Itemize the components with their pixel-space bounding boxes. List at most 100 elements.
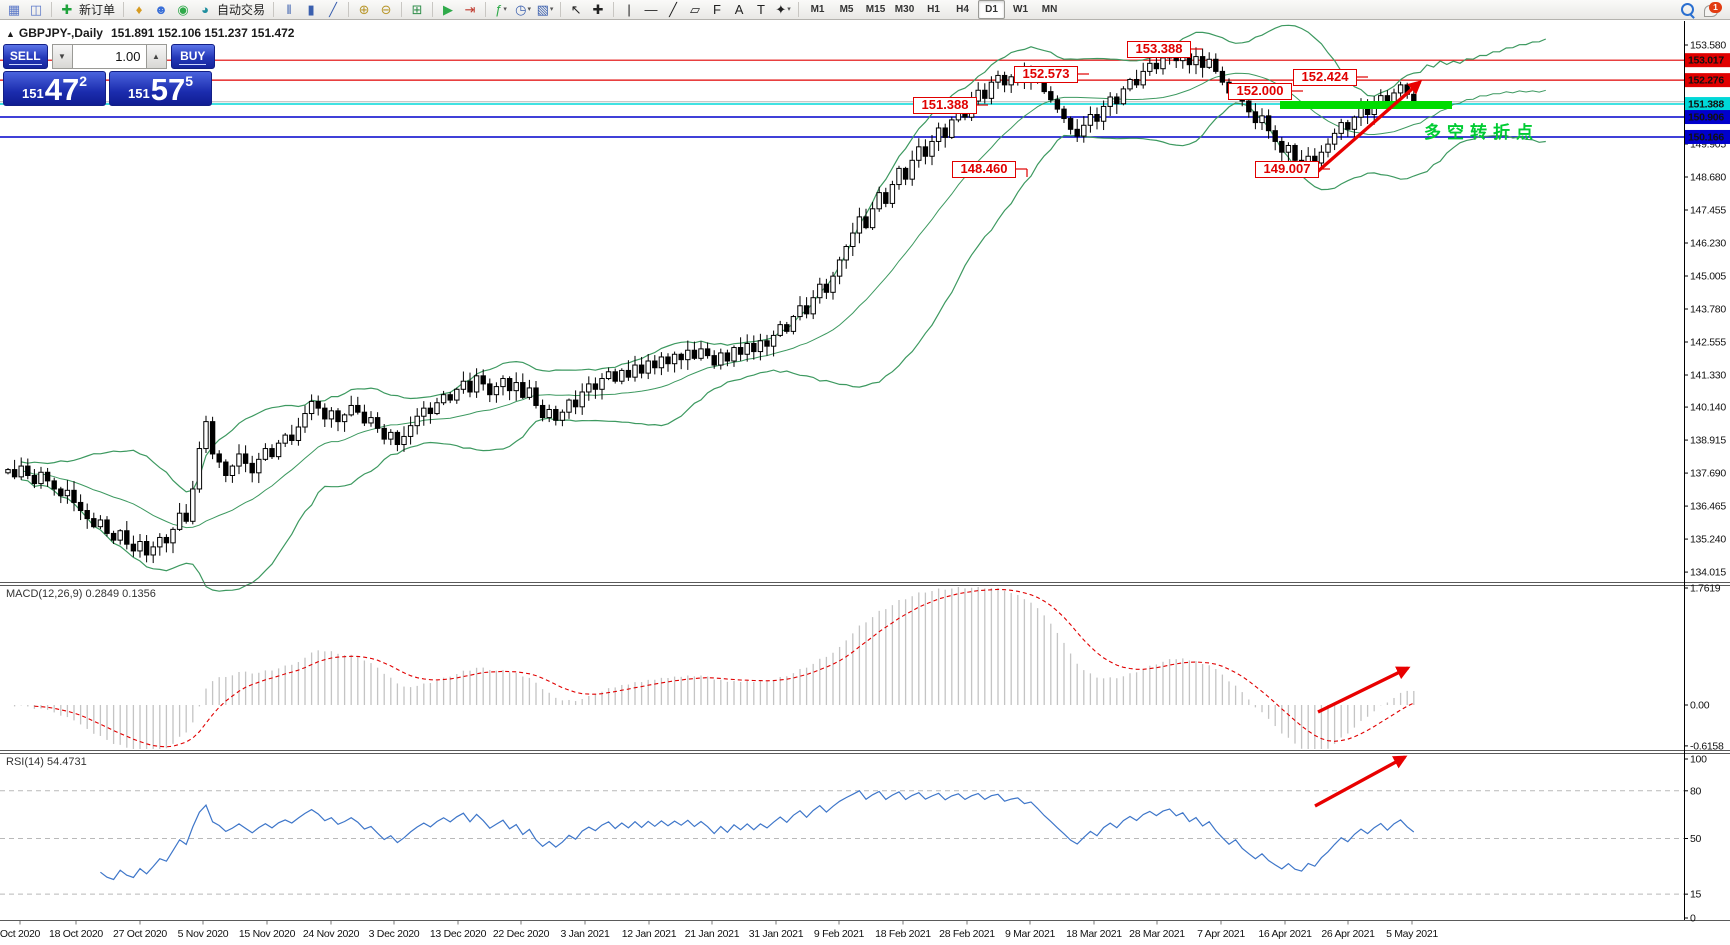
price-label[interactable]: 153.388	[1127, 41, 1191, 58]
macd-signal	[34, 588, 1415, 748]
toolbar-separator	[348, 2, 350, 17]
timeframe-button-M30[interactable]: M30	[894, 4, 915, 15]
volume-decrease-button[interactable]: ▼	[51, 44, 73, 69]
profiles-icon[interactable]: ◫	[29, 1, 43, 17]
timeframe-button-W1[interactable]: W1	[1013, 4, 1029, 15]
price-label[interactable]: 152.424	[1293, 69, 1357, 86]
timeframe-button-H1[interactable]: H1	[927, 4, 940, 15]
price-label[interactable]: 148.460	[952, 161, 1016, 178]
text-icon[interactable]: A	[734, 1, 744, 17]
line-chart-icon[interactable]: ╱	[329, 1, 337, 17]
svg-text:151.388: 151.388	[1688, 99, 1724, 111]
volume-increase-button[interactable]: ▲	[145, 44, 167, 69]
crosshair-icon[interactable]: ✚	[592, 1, 604, 17]
svg-text:140.140: 140.140	[1690, 402, 1726, 414]
one-click-trading-panel: SELL ▼ ▲ BUY 151 47 2 151 57 5	[3, 44, 215, 107]
svg-text:5 May 2021: 5 May 2021	[1386, 928, 1438, 940]
volume-input[interactable]	[72, 44, 146, 69]
sell-button[interactable]: SELL	[3, 44, 48, 69]
vertical-line-icon[interactable]: |	[627, 1, 631, 17]
price-label[interactable]: 149.007	[1255, 161, 1319, 178]
svg-text:15 Nov 2020: 15 Nov 2020	[239, 928, 296, 940]
svg-text:-0.6158: -0.6158	[1690, 740, 1724, 752]
svg-text:28 Mar 2021: 28 Mar 2021	[1129, 928, 1185, 940]
tile-windows-icon[interactable]: ⊞	[411, 1, 423, 17]
svg-text:21 Jan 2021: 21 Jan 2021	[685, 928, 740, 940]
svg-text:28 Feb 2021: 28 Feb 2021	[939, 928, 995, 940]
notifications-icon[interactable]: 1	[1704, 1, 1722, 18]
zoom-out-icon[interactable]: ⊖	[380, 1, 392, 17]
metaeditor-icon[interactable]: ♦	[135, 1, 143, 17]
price-label[interactable]: 151.388	[913, 97, 977, 114]
community-icon[interactable]: ☻	[154, 1, 168, 17]
templates-icon[interactable]: ▧ ▾	[536, 1, 554, 17]
signals-icon[interactable]: ◉	[177, 1, 189, 17]
svg-text:147.455: 147.455	[1690, 205, 1726, 217]
toolbar-group: ✚ 新订单	[56, 0, 119, 20]
trendline-icon[interactable]: ╱	[669, 1, 677, 17]
svg-text:15: 15	[1690, 889, 1702, 901]
sell-price-tile[interactable]: 151 47 2	[3, 71, 106, 107]
svg-text:1.7619: 1.7619	[1690, 583, 1721, 595]
svg-text:27 Oct 2020: 27 Oct 2020	[113, 928, 167, 940]
timeframe-group: M1 M5 M15 M30 H1 H4 D1 W1 MN	[803, 0, 1064, 20]
new-order-icon[interactable]: ✚	[61, 1, 73, 17]
svg-text:18 Feb 2021: 18 Feb 2021	[875, 928, 931, 940]
svg-text:12 Jan 2021: 12 Jan 2021	[622, 928, 677, 940]
toolbar-separator	[560, 2, 562, 17]
toolbar-group: ƒ ▾ ◷ ▾ ▧ ▾	[490, 0, 556, 20]
timeframe-button-M5[interactable]: M5	[839, 4, 854, 15]
periods-icon[interactable]: ◷ ▾	[515, 1, 531, 17]
indicators-icon[interactable]: ƒ ▾	[495, 1, 507, 17]
buy-button[interactable]: BUY	[170, 44, 215, 69]
channel-icon[interactable]: ▱	[690, 1, 701, 17]
cursor-icon[interactable]: ↖	[570, 1, 582, 17]
macd-histogram	[13, 587, 1415, 749]
toolbar-group: ⊕ ⊖	[353, 0, 397, 20]
toolbar-right: 1	[1681, 1, 1730, 18]
toolbar-separator	[123, 2, 125, 17]
timeframe-button-D1[interactable]: D1	[978, 0, 1006, 19]
timeframe-button-M1[interactable]: M1	[810, 4, 825, 15]
toolbar-separator	[51, 2, 52, 17]
svg-text:7 Apr 2021: 7 Apr 2021	[1197, 928, 1245, 940]
svg-text:0: 0	[1690, 913, 1696, 925]
new-chart-icon[interactable]: ▦	[7, 1, 21, 17]
price-label[interactable]: 152.573	[1014, 66, 1078, 83]
fibonacci-icon[interactable]: F	[713, 1, 721, 17]
buy-price-tile[interactable]: 151 57 5	[109, 71, 212, 107]
text-label-icon[interactable]: T	[757, 1, 765, 17]
svg-text:16 Apr 2021: 16 Apr 2021	[1258, 928, 1312, 940]
chart-shift-marker-icon: ▲	[6, 29, 15, 39]
horizontal-line-icon[interactable]: —	[644, 1, 658, 17]
sell-price-sup: 2	[79, 73, 87, 89]
svg-text:0.00: 0.00	[1690, 700, 1710, 712]
candlestick-chart-icon[interactable]: ▮	[307, 1, 315, 17]
svg-text:26 Apr 2021: 26 Apr 2021	[1321, 928, 1375, 940]
arrows-tool-icon[interactable]: ✦ ▾	[775, 1, 791, 17]
auto-trading-icon[interactable]: ◕	[201, 1, 209, 17]
auto-scroll-icon[interactable]: ▶	[443, 1, 454, 17]
zoom-in-icon[interactable]: ⊕	[358, 1, 370, 17]
main-toolbar: ▦ ◫ ✚ 新订单 ♦ ☻ ◉ ◕ 自动交易 ‖ ▮ ╱ ⊕ ⊖ ⊞ ▶ ⇥ ƒ ▾ ◷ ▾ ▧ ▾ ↖ ✚ | — ╱ ▱ F A T ✦ ▾ M…	[0, 0, 1730, 20]
price-label[interactable]: 152.000	[1228, 83, 1292, 100]
svg-text:146.230: 146.230	[1690, 238, 1726, 250]
annotations[interactable]	[977, 48, 1452, 808]
timeframe-button-MN[interactable]: MN	[1041, 4, 1058, 15]
svg-text:143.780: 143.780	[1690, 304, 1726, 316]
bull-bear-turning-point-note[interactable]: 多空转折点	[1424, 123, 1539, 142]
search-icon[interactable]	[1681, 3, 1694, 16]
chart-shift-icon[interactable]: ⇥	[464, 1, 476, 17]
buy-price-sup: 5	[185, 73, 193, 89]
buy-price-big: 57	[150, 72, 186, 107]
trend-arrow	[1314, 755, 1408, 808]
timeframe-button-M15[interactable]: M15	[865, 4, 886, 15]
toolbar-separator	[432, 2, 434, 17]
svg-text:13 Dec 2020: 13 Dec 2020	[430, 928, 487, 940]
svg-text:100: 100	[1690, 754, 1707, 766]
indicator-gridlines	[0, 790, 1684, 895]
timeframe-button-H4[interactable]: H4	[956, 4, 969, 15]
bar-chart-icon[interactable]: ‖	[286, 1, 292, 17]
toolbar-group: | — ╱ ▱ F A T ✦ ▾	[618, 0, 794, 20]
svg-text:31 Jan 2021: 31 Jan 2021	[749, 928, 804, 940]
